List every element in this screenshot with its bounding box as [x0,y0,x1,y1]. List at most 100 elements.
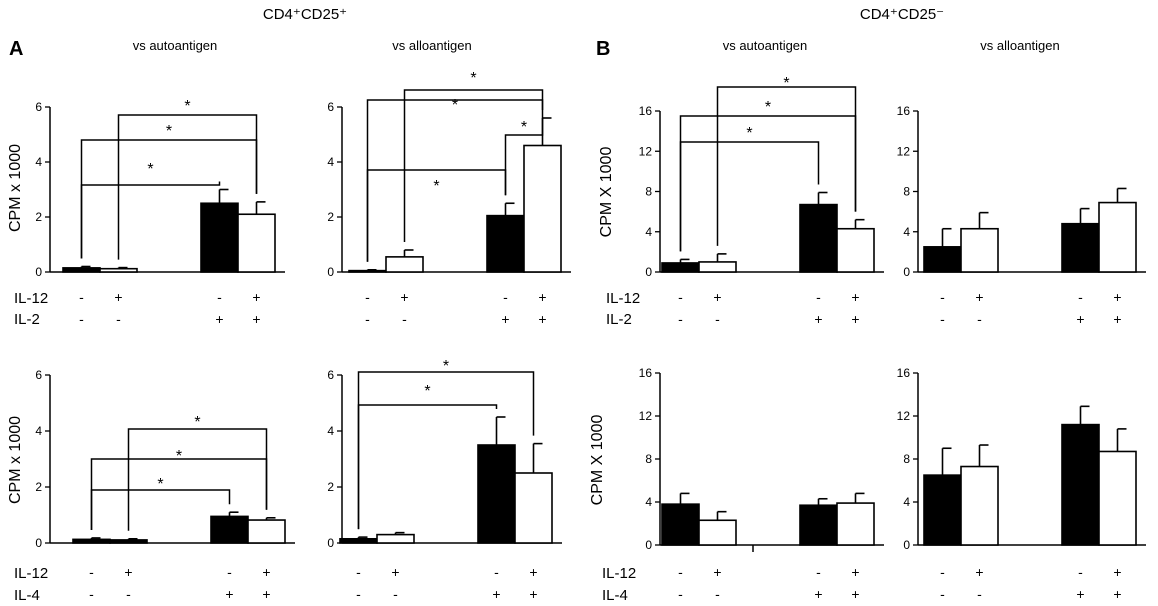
bar-filled [661,503,700,546]
condition-sign: - [503,289,508,305]
y-tick-label: 4 [35,424,42,438]
bar-open [698,519,737,546]
y-tick-label: 4 [645,495,652,509]
y-tick-label: 12 [897,409,911,423]
condition-sign: - [365,311,370,327]
bar-filled [109,539,148,544]
chart-b-allo-il4: 0 4 8 12 16 - - + - - + + + [897,366,1146,602]
condition-sign: + [215,311,223,327]
condition-sign: + [1076,311,1084,327]
bar-filled [348,269,387,273]
bar-open [960,227,999,273]
condition-sign: + [975,289,983,305]
panel-letter-b: B [596,38,610,60]
bar-open [99,267,138,273]
condition-sign: - [977,311,982,327]
y-tick-label: 0 [903,265,910,279]
y-axis-label: CPM x 1000 [7,416,24,504]
condition-sign: - [816,289,821,305]
condition-sign: + [538,289,546,305]
chart-b-auto-il2: vs autoantigen CPM X 1000 0 4 8 12 16 - - + - - + + + I… [598,38,884,328]
y-tick-label: 8 [903,185,910,199]
bar-filled [1061,423,1100,546]
bar-open [247,519,286,544]
condition-sign: + [252,311,260,327]
significance-star: * [166,123,172,140]
bar-filled [72,538,111,544]
condition-sign: - [402,311,407,327]
condition-sign: - [494,564,499,580]
condition-sign: - [89,564,94,580]
condition-sign: - [79,311,84,327]
header-cd25-positive: CD4⁺CD25⁺ [263,6,347,23]
condition-sign: + [851,586,859,602]
chart-b-auto-il4: CPM X 1000 0 4 8 12 16 - - + - - + + + IL-12 IL-4 [589,366,884,604]
y-tick-label: 2 [35,210,42,224]
condition-row-label: IL-12 [14,565,48,582]
y-tick-label: 0 [327,265,334,279]
condition-sign: + [538,311,546,327]
significance-bracket [117,114,258,260]
condition-sign: - [393,586,398,602]
y-tick-label: 16 [897,366,911,380]
y-axis-label: CPM x 1000 [7,144,24,232]
y-tick-label: 4 [327,155,334,169]
condition-sign: - [678,289,683,305]
condition-sign: + [814,311,822,327]
condition-row-label: IL-12 [606,290,640,307]
y-tick-label: 4 [327,424,334,438]
chart-a-allo-il2: vs alloantigen 0 2 4 6 - - + - - + + + * * * * [327,38,571,327]
condition-sign: + [124,564,132,580]
significance-bracket [357,404,498,530]
y-tick-label: 4 [903,495,910,509]
significance-star: * [433,178,439,195]
y-tick-label: 6 [35,100,42,114]
y-tick-label: 6 [327,100,334,114]
bar-filled [923,246,962,273]
significance-star: * [147,161,153,178]
significance-bracket [716,86,857,246]
significance-star: * [194,414,200,431]
bar-open [385,256,424,273]
y-tick-label: 12 [639,409,653,423]
condition-sign: + [1113,289,1121,305]
chart-a-allo-il4: 0 2 4 6 - - + - - + + + * * [327,358,562,602]
significance-bracket [679,141,820,252]
significance-star: * [521,119,527,136]
significance-star: * [443,358,449,375]
condition-sign: - [116,311,121,327]
header-cd25-negative: CD4⁺CD25⁻ [860,6,944,23]
bar-open [1098,201,1137,273]
condition-sign: + [851,564,859,580]
y-axis-label: CPM X 1000 [589,415,606,506]
y-tick-label: 6 [35,368,42,382]
condition-sign: - [816,564,821,580]
y-tick-label: 4 [645,225,652,239]
bar-open [960,465,999,546]
condition-sign: - [678,564,683,580]
condition-row-label: IL-12 [602,565,636,582]
y-tick-label: 16 [639,104,653,118]
condition-sign: - [217,289,222,305]
significance-bracket [127,428,268,531]
bar-open [523,144,562,273]
y-tick-label: 8 [645,185,652,199]
y-tick-label: 0 [903,538,910,552]
chart-title: vs alloantigen [392,38,472,53]
bar-open [376,533,415,544]
y-tick-label: 16 [897,104,911,118]
y-tick-label: 16 [639,366,653,380]
bar-filled [339,537,378,544]
condition-sign: - [356,586,361,602]
bar-filled [486,214,525,273]
y-tick-label: 0 [645,265,652,279]
condition-sign: - [356,564,361,580]
condition-sign: + [814,586,822,602]
condition-sign: + [1113,311,1121,327]
significance-star: * [184,98,190,115]
y-tick-label: 4 [35,155,42,169]
condition-row-label: IL-2 [606,311,632,328]
y-tick-label: 2 [327,480,334,494]
condition-sign: - [940,564,945,580]
